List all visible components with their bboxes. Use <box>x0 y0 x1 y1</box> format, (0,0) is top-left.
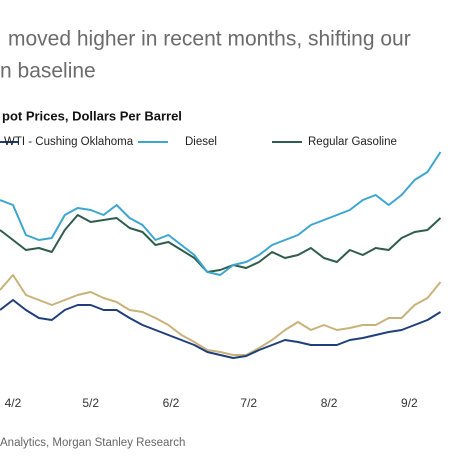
series-line <box>0 299 442 359</box>
x-tick-label: 9/2 <box>401 396 418 410</box>
x-tick-label: 6/2 <box>163 396 180 410</box>
series-line <box>0 151 442 276</box>
x-tick-label: 7/2 <box>240 396 257 410</box>
legend-label: WTI - Cushing Oklahoma <box>4 136 134 148</box>
header-line: n baseline <box>0 60 96 83</box>
legend-label: Regular Gasoline <box>308 136 397 148</box>
series-line <box>0 214 442 273</box>
chart-title: pot Prices, Dollars Per Barrel <box>2 108 182 123</box>
source: Analytics, Morgan Stanley Research <box>0 437 185 449</box>
header-line: moved higher in recent months, shifting … <box>8 28 411 51</box>
series-line <box>0 274 442 356</box>
x-tick-label: 8/2 <box>321 396 338 410</box>
legend-label: Diesel <box>185 136 217 148</box>
x-tick-label: 5/2 <box>82 396 99 410</box>
x-tick-label: 4/2 <box>5 396 22 410</box>
